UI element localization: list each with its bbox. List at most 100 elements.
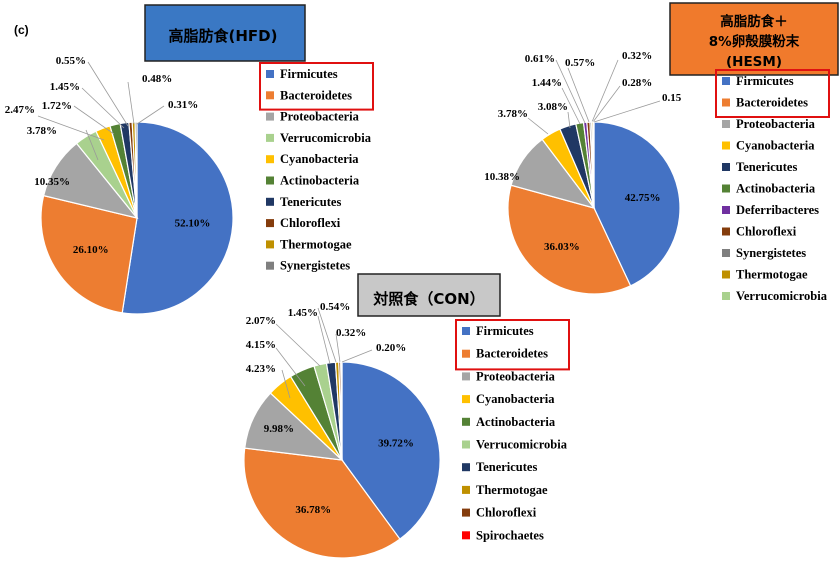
- legend-item-cyanobacteria: Cyanobacteria: [736, 139, 815, 153]
- legend-swatch-synergistetes: [266, 261, 274, 270]
- slice-label-cyanobacteria: 4.23%: [246, 363, 276, 375]
- slice-label-tenericutes: 1.45%: [50, 81, 80, 93]
- legend-item-proteobacteria: Proteobacteria: [280, 110, 360, 124]
- legend-swatch-bacteroidetes: [266, 91, 274, 100]
- legend-item-verrucomicrobia: Verrucomicrobia: [476, 438, 568, 452]
- legend-item-verrucomicrobia: Verrucomicrobia: [280, 131, 372, 145]
- slice-label-synergistetes: 0.31%: [168, 99, 198, 111]
- slice-label-cyanobacteria: 2.47%: [5, 104, 35, 116]
- leader-line: [81, 87, 125, 129]
- legend-item-deferribacteres: Deferribacteres: [736, 203, 819, 217]
- pie-slice-firmicutes: [121, 121, 234, 315]
- pie-hfd: 高脂肪食(HFD) 52.10% 26.10% 10.35% 3.78% 2.47% 1.7…: [5, 4, 374, 315]
- chart-title: 8%卵殻膜粉末: [709, 33, 800, 50]
- slice-label-chloroflexi: 0.32%: [336, 327, 366, 339]
- slice-label-tenericutes: 1.45%: [288, 307, 318, 319]
- legend-swatch-proteobacteria: [462, 372, 470, 381]
- legend-swatch-proteobacteria: [722, 120, 730, 128]
- legend-highlight-box: [715, 69, 830, 118]
- legend-item-actinobacteria: Actinobacteria: [476, 415, 556, 429]
- legend-item-proteobacteria: Proteobacteria: [736, 117, 816, 131]
- legend-item-tenericutes: Tenericutes: [736, 160, 797, 174]
- leader-line: [275, 347, 306, 387]
- legend-item-thermotogae: Thermotogae: [476, 483, 548, 497]
- legend-swatch-bacteroidetes: [722, 98, 730, 107]
- chart-title: 対照食（CON）: [372, 290, 484, 308]
- slice-label-verrucomicrobia: 0.15: [662, 92, 682, 104]
- chart-title-box: [144, 4, 306, 62]
- slice-label-verrucomicrobia: 2.07%: [246, 315, 276, 327]
- chart-title: 高脂肪食＋: [720, 13, 788, 30]
- legend-swatch-cyanobacteria: [462, 395, 470, 404]
- legend-item-spirochaetes: Spirochaetes: [476, 528, 544, 542]
- leader-line: [593, 100, 661, 123]
- legend-swatch-actinobacteria: [266, 176, 274, 185]
- leader-line: [85, 129, 99, 161]
- legend-item-actinobacteria: Actinobacteria: [736, 182, 816, 196]
- legend-swatch-cyanobacteria: [266, 155, 274, 164]
- legend-swatch-chloroflexi: [722, 227, 730, 236]
- pie-hesm: 高脂肪食＋ 8%卵殻膜粉末 (HESM) 42.75% 36.03% 10.38% 3.78…: [484, 2, 839, 303]
- legend-swatch-tenericutes: [266, 197, 274, 206]
- legend-swatch-verrucomicrobia: [722, 292, 730, 300]
- chart-title: 高脂肪食(HFD): [169, 27, 278, 45]
- slice-label-deferribacteres: 0.61%: [525, 53, 555, 65]
- chart-title-box: [669, 2, 839, 76]
- pie-slice-firmicutes: [341, 361, 441, 540]
- legend-swatch-deferribacteres: [722, 206, 730, 214]
- legend-swatch-verrucomicrobia: [266, 133, 274, 142]
- legend-highlight-box: [455, 319, 570, 371]
- legend-item-firmicutes: Firmicutes: [476, 324, 534, 338]
- leader-line: [567, 111, 571, 129]
- legend-item-bacteroidetes: Bacteroidetes: [476, 347, 548, 361]
- legend-item-bacteroidetes: Bacteroidetes: [280, 88, 352, 102]
- legend-swatch-firmicutes: [722, 77, 730, 85]
- legend-swatch-bacteroidetes: [462, 349, 470, 358]
- leader-line: [567, 67, 590, 123]
- legend-swatch-thermotogae: [722, 270, 730, 279]
- legend-item-actinobacteria: Actinobacteria: [280, 174, 360, 188]
- leader-line: [136, 105, 165, 125]
- slice-label-bacteroidetes: 36.03%: [544, 241, 580, 253]
- chart-title-box: [357, 273, 501, 317]
- legend-swatch-chloroflexi: [462, 508, 470, 517]
- slice-label-bacteroidetes: 36.78%: [295, 504, 331, 516]
- legend-swatch-cyanobacteria: [722, 141, 730, 150]
- pie-slice-synergistetes: [134, 121, 138, 219]
- leader-line: [555, 59, 586, 124]
- leader-line: [527, 117, 549, 135]
- slice-label-synergistetes: 0.32%: [622, 50, 652, 62]
- leader-line: [335, 333, 341, 363]
- pie-slice-bacteroidetes: [243, 447, 401, 559]
- leader-line: [37, 115, 105, 141]
- slice-label-verrucomicrobia: 3.78%: [27, 125, 57, 137]
- legend-swatch-verrucomicrobia: [462, 440, 470, 449]
- legend-item-firmicutes: Firmicutes: [736, 74, 794, 88]
- slice-label-chloroflexi: 0.55%: [56, 55, 86, 67]
- legend-item-synergistetes: Synergistetes: [280, 259, 350, 273]
- slice-label-cyanobacteria: 3.78%: [498, 108, 528, 120]
- slice-label-chloroflexi: 0.57%: [565, 57, 595, 69]
- legend-item-bacteroidetes: Bacteroidetes: [736, 96, 808, 110]
- legend-swatch-thermotogae: [266, 240, 274, 249]
- leader-line: [592, 85, 621, 123]
- slice-label-actinobacteria: 1.72%: [42, 100, 72, 112]
- slice-label-actinobacteria: 4.15%: [246, 339, 276, 351]
- chart-title: (HESM): [726, 54, 782, 70]
- legend-item-chloroflexi: Chloroflexi: [280, 216, 341, 230]
- leader-line: [87, 61, 129, 127]
- legend-item-proteobacteria: Proteobacteria: [476, 369, 556, 383]
- slice-label-proteobacteria: 10.38%: [484, 171, 520, 183]
- slice-label-firmicutes: 52.10%: [175, 217, 211, 229]
- legend-swatch-tenericutes: [462, 463, 470, 472]
- pie-slice-verrucomicrobia: [592, 121, 595, 209]
- leader-line: [275, 323, 321, 367]
- panel-label: (c): [14, 23, 29, 37]
- leader-line: [341, 349, 373, 363]
- legend-swatch-actinobacteria: [722, 184, 730, 193]
- legend-item-tenericutes: Tenericutes: [476, 460, 537, 474]
- slice-label-bacteroidetes: 26.10%: [73, 244, 109, 256]
- slice-label-thermotogae: 0.54%: [320, 301, 350, 313]
- slice-label-proteobacteria: 10.35%: [34, 176, 70, 188]
